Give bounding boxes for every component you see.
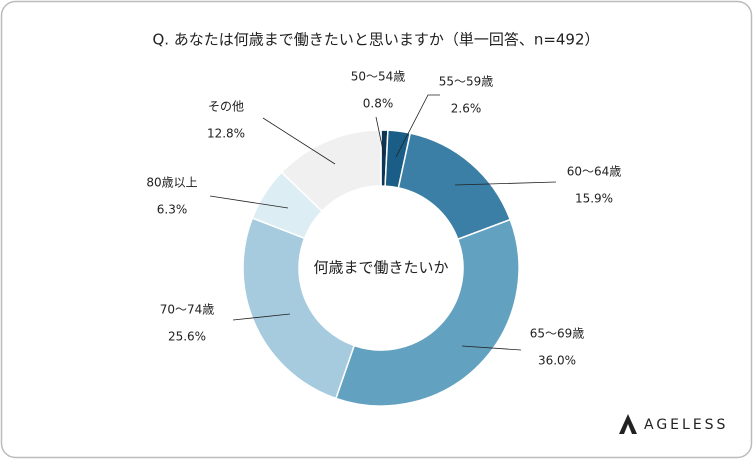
category-label: 60〜64歳 <box>567 165 622 179</box>
slice <box>280 129 382 213</box>
value-label: 12.8% <box>207 127 245 141</box>
value-label: 15.9% <box>575 192 613 206</box>
category-label: 65〜69歳 <box>530 327 585 341</box>
donut <box>242 129 520 407</box>
category-label: 50〜54歳 <box>351 70 406 84</box>
chart-title: Q. あなたは何歳まで働きたいと思いますか（単一回答、n=492） <box>152 31 599 49</box>
leader-line <box>461 345 522 351</box>
leader-line <box>262 117 336 165</box>
leader-line <box>232 313 291 321</box>
leader-line <box>395 94 440 158</box>
leader-line <box>209 195 289 209</box>
value-label: 36.0% <box>538 354 576 368</box>
category-label: 55〜59歳 <box>439 75 494 89</box>
value-label: 0.8% <box>363 97 394 111</box>
category-label: 70〜74歳 <box>160 303 215 317</box>
category-label: 80歳以上 <box>146 176 197 190</box>
value-label: 6.3% <box>157 203 188 217</box>
leader-line <box>454 181 557 186</box>
slice <box>242 217 356 400</box>
value-label: 2.6% <box>451 102 482 116</box>
value-label: 25.6% <box>168 330 206 344</box>
logo: AGELESS <box>644 417 728 433</box>
logo-icon <box>619 414 637 434</box>
slice <box>334 218 520 407</box>
center-text: 何歳まで働きたいか <box>313 259 448 277</box>
leader-line <box>375 116 385 156</box>
category-label: その他 <box>208 100 244 114</box>
